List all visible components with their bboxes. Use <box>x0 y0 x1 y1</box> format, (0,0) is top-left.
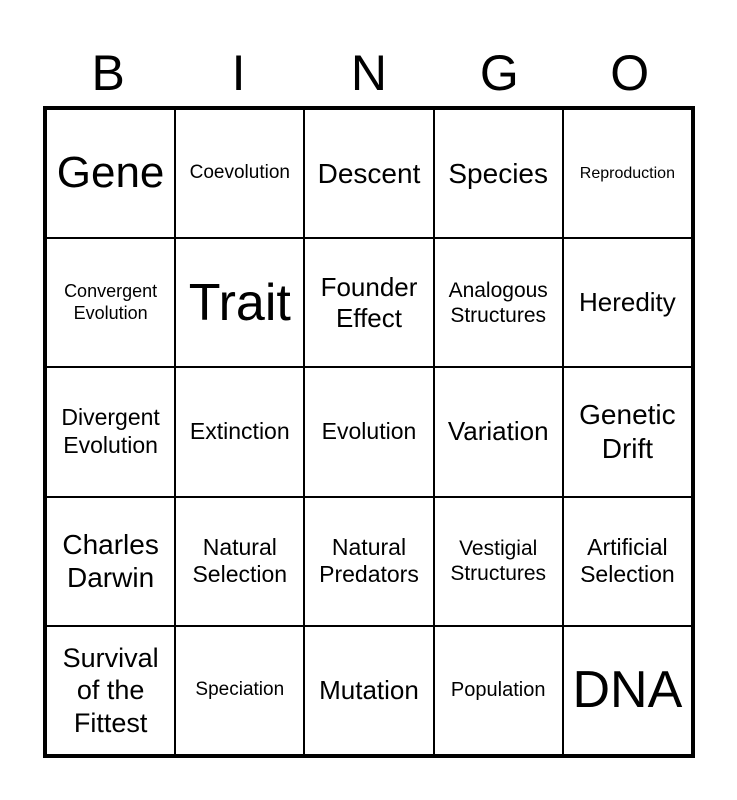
bingo-cell[interactable]: Charles Darwin <box>46 496 176 626</box>
header-letter-b: B <box>91 45 125 101</box>
bingo-cell[interactable]: Species <box>433 109 563 239</box>
bingo-cell[interactable]: Divergent Evolution <box>46 367 176 497</box>
bingo-cell[interactable]: Extinction <box>175 367 305 497</box>
bingo-cell[interactable]: Natural Predators <box>304 496 434 626</box>
header-letter-o: O <box>610 45 650 101</box>
header-letter-n: N <box>350 45 388 101</box>
bingo-cell[interactable]: Descent <box>304 109 434 239</box>
bingo-cell[interactable]: Reproduction <box>562 109 692 239</box>
bingo-cell[interactable]: Coevolution <box>175 109 305 239</box>
bingo-cell[interactable]: Natural Selection <box>175 496 305 626</box>
bingo-cell[interactable]: Founder Effect <box>304 238 434 368</box>
bingo-header: B I N G O <box>43 40 695 106</box>
bingo-cell[interactable]: Variation <box>433 367 563 497</box>
bingo-cell[interactable]: Convergent Evolution <box>46 238 176 368</box>
bingo-cell[interactable]: Heredity <box>562 238 692 368</box>
header-letter-g: G <box>479 45 519 101</box>
bingo-cell[interactable]: Vestigial Structures <box>433 496 563 626</box>
bingo-grid: Gene Coevolution Descent Species Reprodu… <box>43 106 695 758</box>
bingo-cell[interactable]: Genetic Drift <box>562 367 692 497</box>
bingo-cell[interactable]: Mutation <box>304 625 434 755</box>
bingo-cell[interactable]: Gene <box>46 109 176 239</box>
bingo-cell[interactable]: Speciation <box>175 625 305 755</box>
bingo-cell[interactable]: Analogous Structures <box>433 238 563 368</box>
bingo-cell[interactable]: DNA <box>562 625 692 755</box>
bingo-cell[interactable]: Population <box>433 625 563 755</box>
bingo-cell[interactable]: Evolution <box>304 367 434 497</box>
bingo-cell[interactable]: Survival of the Fittest <box>46 625 176 755</box>
bingo-cell[interactable]: Artificial Selection <box>562 496 692 626</box>
bingo-cell[interactable]: Trait <box>175 238 305 368</box>
header-letter-i: I <box>231 45 246 101</box>
